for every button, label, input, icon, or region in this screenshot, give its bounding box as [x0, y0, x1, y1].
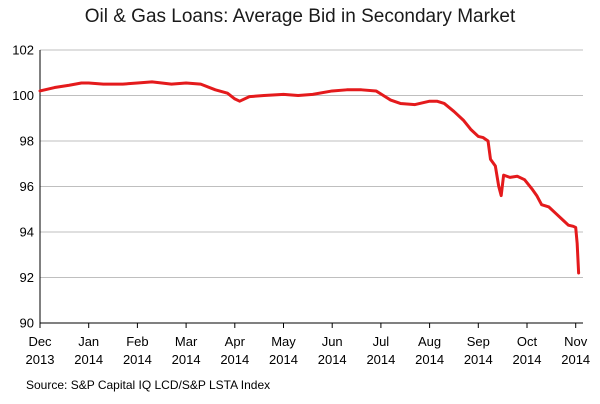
x-tick-label-year: 2014 — [513, 352, 542, 367]
x-tick-label-month: Oct — [517, 334, 538, 349]
y-tick-label: 100 — [12, 88, 34, 103]
x-tick-label-month: Sep — [467, 334, 490, 349]
axes — [39, 50, 583, 328]
x-tick-label-year: 2013 — [26, 352, 55, 367]
x-tick-label-year: 2014 — [415, 352, 444, 367]
series-line — [38, 80, 581, 275]
chart-title: Oil & Gas Loans: Average Bid in Secondar… — [84, 6, 516, 27]
x-tick-label-year: 2014 — [366, 352, 395, 367]
x-tick-labels: Dec 2013 Jan 2014 Feb 2014 Mar 2014 Apr 2014 May 20… — [26, 334, 591, 367]
x-tick-label-year: 2014 — [123, 352, 152, 367]
x-tick-label-year: 2014 — [172, 352, 201, 367]
x-tick-label-month: Aug — [418, 334, 441, 349]
x-tick-label-year: 2014 — [318, 352, 347, 367]
x-tick-label-year: 2014 — [74, 352, 103, 367]
x-tick-label-year: 2014 — [464, 352, 493, 367]
y-tick-labels: 90 92 94 96 98 100 102 — [12, 43, 34, 331]
source-note: Source: S&P Capital IQ LCD/S&P LSTA Inde… — [26, 378, 271, 392]
x-tick-label-month: May — [271, 334, 296, 349]
series — [38, 80, 581, 275]
x-tick-label-month: Jun — [322, 334, 343, 349]
x-tick-label-year: 2014 — [561, 352, 590, 367]
y-tick-label: 94 — [20, 225, 34, 240]
x-tick-label-month: Dec — [28, 334, 52, 349]
x-tick-label-month: Mar — [175, 334, 198, 349]
x-tick-label-month: Jan — [78, 334, 99, 349]
y-tick-label: 98 — [20, 134, 34, 149]
x-tick-label-year: 2014 — [269, 352, 298, 367]
y-tick-label: 90 — [20, 316, 34, 331]
x-tick-label-month: Nov — [564, 334, 588, 349]
x-tick-label-month: Feb — [126, 334, 148, 349]
y-tick-label: 102 — [12, 43, 34, 58]
y-tick-label: 96 — [20, 179, 34, 194]
x-tick-label-year: 2014 — [220, 352, 249, 367]
x-tick-label-month: Jul — [373, 334, 390, 349]
y-tick-label: 92 — [20, 270, 34, 285]
x-tick-label-month: Apr — [225, 334, 246, 349]
